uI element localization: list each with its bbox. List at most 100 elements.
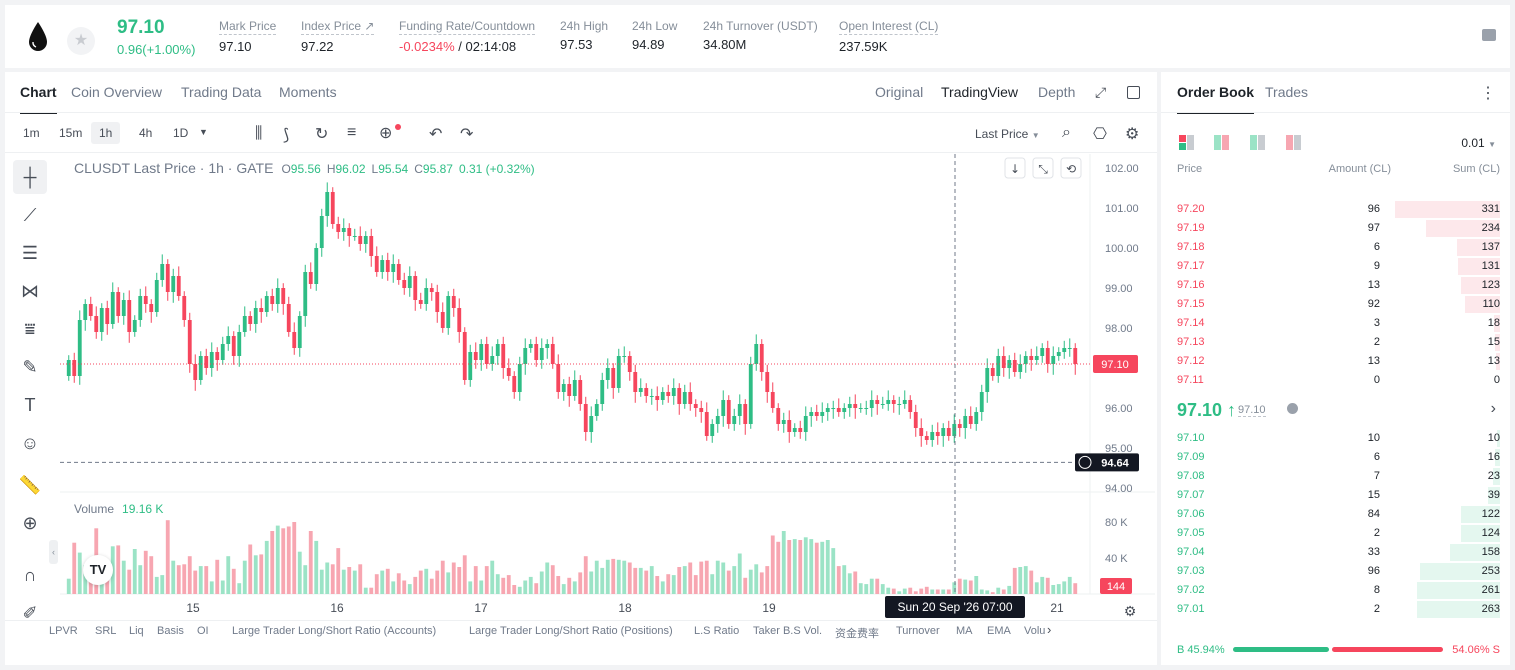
bid-row[interactable]: 97.07 15 39: [1161, 486, 1510, 505]
indicator-13[interactable]: Volu: [1024, 625, 1046, 637]
ask-row[interactable]: 97.11 0 0: [1161, 371, 1510, 390]
view-tab-tradingview[interactable]: TradingView: [941, 84, 1019, 100]
candle-body: [693, 404, 698, 408]
shield-icon: [1287, 403, 1298, 414]
price-chart[interactable]: 102.00101.00100.0099.0098.0097.0096.0095…: [60, 154, 1155, 654]
favorite-star-icon[interactable]: ★: [67, 27, 95, 55]
trend-line-icon[interactable]: ⟋: [23, 205, 37, 225]
ask-row[interactable]: 97.13 2 15: [1161, 333, 1510, 352]
stat-1[interactable]: Index Price ↗ 97.22: [301, 19, 375, 54]
timeframe-1h[interactable]: 1h: [91, 122, 121, 144]
ask-row[interactable]: 97.19 97 234: [1161, 219, 1510, 238]
candle-type-icon[interactable]: ⫼: [255, 125, 263, 142]
ob-tab-order-book[interactable]: Order Book: [1177, 84, 1255, 114]
bid-row[interactable]: 97.05 2 124: [1161, 524, 1510, 543]
indicator-12[interactable]: EMA: [987, 625, 1011, 637]
indicator-7[interactable]: L.S Ratio: [694, 625, 740, 637]
timeframe-1D[interactable]: 1D: [173, 126, 189, 140]
fullscreen-icon[interactable]: ⤢: [1095, 84, 1107, 100]
candle-body: [919, 428, 924, 436]
indicator-3[interactable]: Basis: [157, 625, 184, 637]
ask-row[interactable]: 97.16 13 123: [1161, 276, 1510, 295]
camera-icon[interactable]: ⎔: [1093, 126, 1107, 143]
pencil-icon[interactable]: ✐: [22, 603, 38, 623]
bid-row[interactable]: 97.09 6 16: [1161, 448, 1510, 467]
precision-select[interactable]: 0.01 ▼: [1461, 136, 1496, 150]
ruler-icon[interactable]: 📏: [18, 475, 42, 495]
tab-coin-overview[interactable]: Coin Overview: [71, 84, 163, 100]
indicator-6[interactable]: Large Trader Long/Short Ratio (Positions…: [469, 625, 673, 637]
zoom-in-icon[interactable]: ⊕: [22, 513, 38, 533]
row-price: 97.14: [1177, 317, 1205, 329]
volume-bar: [721, 562, 726, 594]
tab-trading-data[interactable]: Trading Data: [181, 84, 262, 100]
bid-row[interactable]: 97.10 10 10: [1161, 429, 1510, 448]
indicator-10[interactable]: Turnover: [896, 625, 940, 637]
volume-bar: [116, 545, 121, 594]
view-tab-depth[interactable]: Depth: [1038, 84, 1076, 100]
pattern-icon[interactable]: ⋈: [21, 281, 39, 301]
view-tab-original[interactable]: Original: [875, 84, 924, 100]
volume-bar: [864, 584, 869, 594]
bid-row[interactable]: 97.02 8 261: [1161, 581, 1510, 600]
brush-icon[interactable]: ✎: [22, 357, 38, 377]
indicator-4[interactable]: OI: [197, 625, 209, 637]
settings-gear-icon[interactable]: ⚙: [1125, 126, 1140, 143]
magnet-icon[interactable]: ∩: [23, 565, 37, 585]
window-icon[interactable]: [1127, 86, 1140, 99]
volume-bar: [979, 589, 984, 594]
depth-bar: [1495, 334, 1500, 351]
replay-icon[interactable]: ↻: [315, 126, 329, 143]
timeframe-dropdown-icon[interactable]: ▼: [199, 127, 208, 137]
ask-row[interactable]: 97.14 3 18: [1161, 314, 1510, 333]
timeframe-1m[interactable]: 1m: [23, 126, 40, 140]
timeframe-15m[interactable]: 15m: [59, 126, 83, 140]
redo-icon[interactable]: ↷: [460, 126, 474, 143]
ask-row[interactable]: 97.15 92 110: [1161, 295, 1510, 314]
stat-2[interactable]: Funding Rate/Countdown -0.0234% / 02:14:0…: [399, 19, 536, 54]
fib-icon[interactable]: ⩸: [24, 319, 36, 339]
indicator-2[interactable]: Liq: [129, 625, 144, 637]
collapse-toolbar-icon[interactable]: ‹: [49, 540, 58, 564]
tab-moments[interactable]: Moments: [279, 84, 337, 100]
more-icon[interactable]: ⋮: [1480, 85, 1496, 102]
volume-bar: [1023, 566, 1028, 594]
candle-body: [1056, 352, 1061, 356]
templates-icon[interactable]: ≡: [347, 124, 357, 141]
volume-bar: [127, 569, 132, 594]
bid-row[interactable]: 97.03 96 253: [1161, 562, 1510, 581]
horizontal-lines-icon[interactable]: ☰: [21, 243, 39, 263]
indicator-5[interactable]: Large Trader Long/Short Ratio (Accounts): [232, 625, 437, 637]
indicator-11[interactable]: MA: [956, 625, 973, 637]
indicators-icon[interactable]: ⟆: [283, 127, 290, 144]
row-amount: 33: [1367, 546, 1380, 558]
search-icon[interactable]: ⌕: [1062, 124, 1071, 141]
chevron-right-icon[interactable]: ›: [1490, 400, 1496, 417]
tab-chart[interactable]: Chart: [20, 84, 57, 114]
timeframe-4h[interactable]: 4h: [139, 126, 153, 140]
bid-row[interactable]: 97.01 2 263: [1161, 600, 1510, 619]
candle-body: [561, 384, 566, 392]
stat-0[interactable]: Mark Price 97.10: [219, 19, 277, 54]
book-icon[interactable]: [1482, 29, 1496, 41]
add-alert-icon[interactable]: ⊕: [379, 125, 393, 142]
undo-icon[interactable]: ↶: [429, 126, 443, 143]
bid-row[interactable]: 97.04 33 158: [1161, 543, 1510, 562]
scroll-right-icon[interactable]: ›: [1047, 622, 1052, 637]
crosshair-icon[interactable]: ┼: [13, 160, 47, 194]
emoji-icon[interactable]: ☺: [20, 433, 40, 453]
ask-row[interactable]: 97.18 6 137: [1161, 238, 1510, 257]
indicator-1[interactable]: SRL: [95, 625, 117, 637]
price-type-select[interactable]: Last Price ▼: [975, 127, 1040, 141]
ask-row[interactable]: 97.12 13 13: [1161, 352, 1510, 371]
text-icon[interactable]: T: [24, 395, 36, 415]
ask-row[interactable]: 97.17 9 131: [1161, 257, 1510, 276]
indicator-0[interactable]: LPVR: [49, 625, 78, 637]
bid-row[interactable]: 97.06 84 122: [1161, 505, 1510, 524]
ob-tab-trades[interactable]: Trades: [1265, 84, 1309, 100]
indicator-8[interactable]: Taker B.S Vol.: [753, 625, 823, 637]
indicator-9[interactable]: 资金费率: [835, 628, 879, 640]
bid-row[interactable]: 97.08 7 23: [1161, 467, 1510, 486]
legend-l-label: L: [372, 162, 379, 176]
ask-row[interactable]: 97.20 96 331: [1161, 200, 1510, 219]
